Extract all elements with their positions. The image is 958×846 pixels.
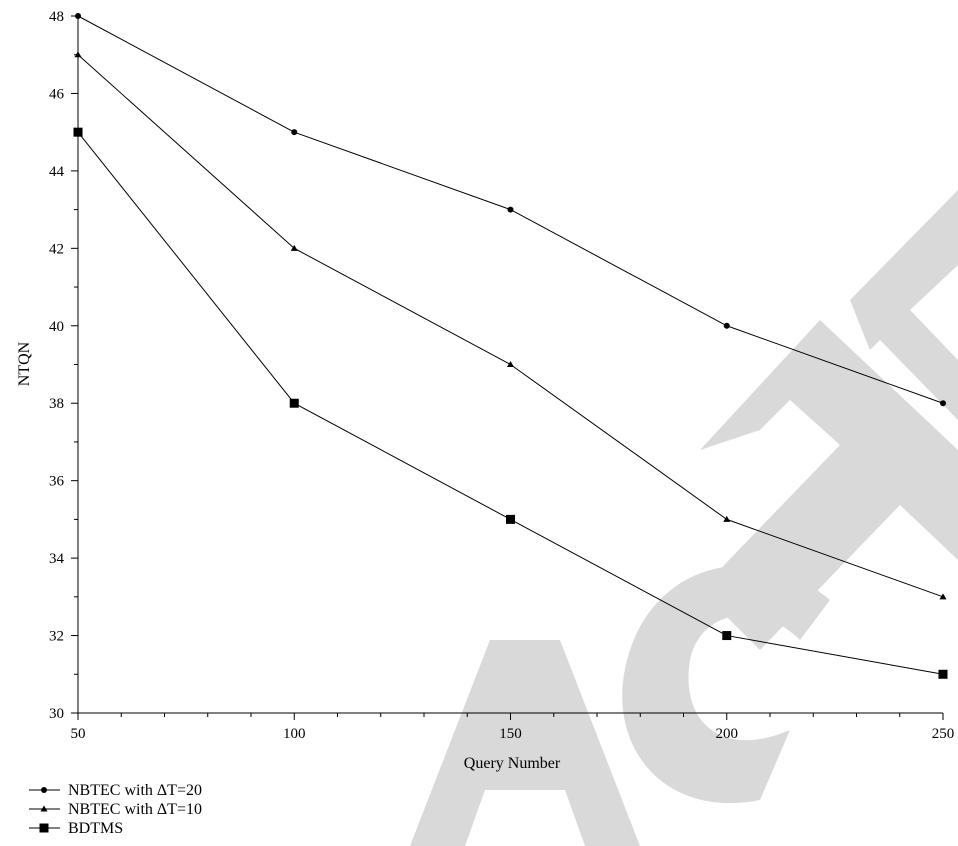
y-axis-label: NTQN [16, 341, 33, 386]
retracted-watermark [410, 190, 958, 846]
data-point [723, 322, 730, 329]
data-point [722, 631, 732, 641]
y-tick-label: 40 [49, 319, 64, 335]
data-point [507, 361, 514, 367]
data-point [939, 593, 947, 600]
series-3 [73, 127, 948, 679]
y-tick-label: 34 [49, 551, 65, 567]
legend-marker [41, 787, 47, 793]
data-point [289, 398, 299, 408]
data-point [938, 669, 948, 679]
y-tick-label: 46 [49, 86, 65, 102]
series-layer [73, 13, 948, 679]
legend-item: BDTMS [29, 820, 123, 837]
data-point [940, 400, 946, 407]
x-tick-label: 200 [716, 726, 739, 742]
x-tick-label: 100 [283, 726, 306, 742]
legend-label: NBTEC with ΔT=20 [68, 782, 202, 799]
legend-item: NBTEC with ΔT=10 [29, 801, 202, 818]
legend: NBTEC with ΔT=20 NBTEC with ΔT=10 BDTMS [29, 782, 202, 837]
x-tick-label: 250 [932, 726, 955, 742]
y-tick-label: 44 [49, 164, 65, 180]
legend-marker [40, 805, 48, 812]
data-point [74, 51, 82, 58]
legend-marker [39, 823, 49, 833]
series-2 [74, 51, 947, 600]
y-tick-label: 48 [49, 9, 64, 25]
legend-label: BDTMS [68, 820, 123, 837]
y-tick-label: 38 [49, 396, 64, 412]
legend-item: NBTEC with ΔT=20 [29, 782, 202, 799]
data-point [507, 206, 514, 213]
data-point [75, 13, 81, 19]
series-1 [75, 13, 946, 407]
y-tick-label: 30 [49, 706, 64, 722]
data-point [290, 244, 298, 251]
y-tick-label: 36 [49, 474, 65, 490]
y-tick-label: 32 [49, 629, 64, 645]
y-ticks: 30 32 34 36 38 40 42 44 46 48 [49, 9, 78, 722]
data-point [73, 127, 83, 137]
x-ticks: 50 100 150 200 250 [71, 713, 955, 742]
legend-label: NBTEC with ΔT=10 [68, 801, 202, 818]
data-point [723, 515, 731, 522]
data-point [506, 514, 515, 524]
y-tick-label: 42 [49, 241, 64, 257]
x-tick-label: 50 [71, 726, 86, 742]
x-tick-label: 150 [499, 726, 522, 742]
x-axis-label: Query Number [464, 755, 561, 772]
data-point [291, 129, 298, 136]
